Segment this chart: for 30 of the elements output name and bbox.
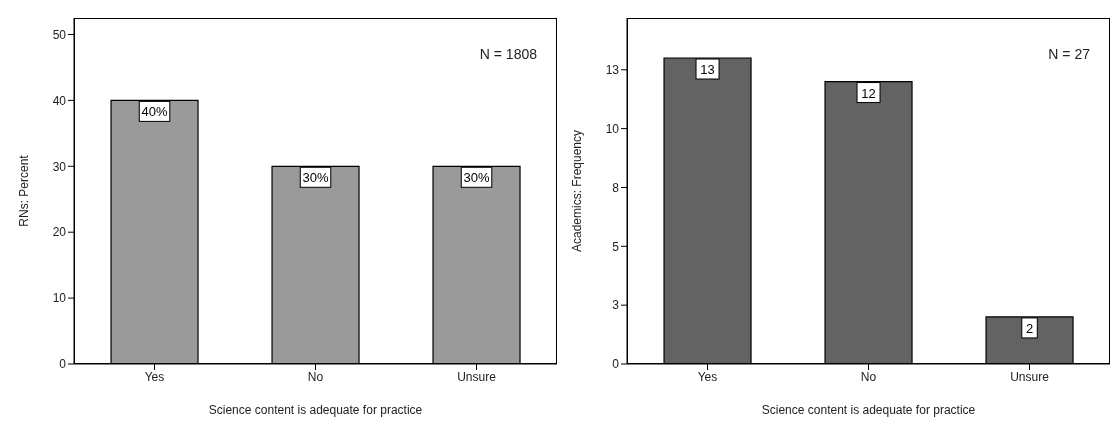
y-tick-label: 0 <box>612 357 620 372</box>
y-tick-label: 20 <box>52 225 67 240</box>
x-axis-title: Science content is adequate for practice <box>761 403 976 417</box>
y-tick-label: 10 <box>52 291 67 306</box>
x-tick-label: Yes <box>697 369 718 384</box>
x-tick-label: Unsure <box>457 369 497 384</box>
y-tick-label: 50 <box>52 27 67 42</box>
y-axis-title: RNs: Percent <box>17 154 32 227</box>
y-tick-label: 0 <box>59 357 67 372</box>
y-tick-label: 10 <box>605 121 620 136</box>
annotation: N = 27 <box>1048 46 1090 62</box>
data-label: 40% <box>141 104 168 120</box>
data-label: 13 <box>700 62 715 78</box>
y-axis-title: Academics: Frequency <box>570 129 585 253</box>
data-label: 30% <box>302 170 329 186</box>
annotation: N = 1808 <box>479 46 537 62</box>
x-tick-label: No <box>860 369 877 384</box>
y-tick-label: 13 <box>605 63 620 78</box>
y-tick-label: 3 <box>612 298 620 313</box>
x-tick-label: No <box>307 369 324 384</box>
data-label: 12 <box>861 85 876 101</box>
x-axis-title: Science content is adequate for practice <box>208 403 423 417</box>
y-tick-label: 40 <box>52 93 67 108</box>
data-label: 30% <box>463 170 490 186</box>
y-tick-label: 8 <box>612 180 620 195</box>
y-tick-label: 5 <box>612 239 620 254</box>
x-tick-label: Yes <box>144 369 165 384</box>
y-tick-label: 30 <box>52 159 67 174</box>
data-label: 2 <box>1025 320 1034 336</box>
x-tick-label: Unsure <box>1010 369 1050 384</box>
